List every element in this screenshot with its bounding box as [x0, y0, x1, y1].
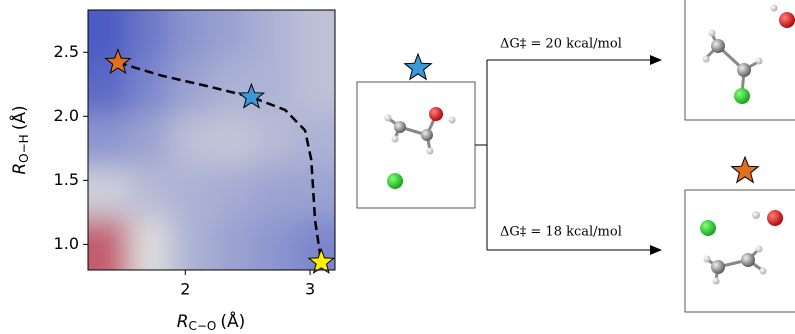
atom [387, 173, 403, 189]
atom [734, 88, 750, 104]
reaction-diagram: ΔG‡ = 20 kcal/mol ΔG‡ = 18 kcal/mol [357, 0, 795, 312]
atom [756, 58, 763, 65]
contour-cell [170, 62, 211, 114]
x-tick-label: 2 [180, 280, 190, 299]
contour-cell [129, 166, 170, 218]
atom [703, 56, 710, 63]
atom [421, 129, 433, 141]
y-tick-label: 2.5 [54, 42, 79, 61]
contour-cell [253, 166, 294, 218]
contour-cell [212, 114, 253, 166]
atom [711, 39, 725, 53]
atom [741, 253, 755, 267]
x-label-symbol: R [177, 312, 189, 332]
reactant-box [357, 82, 475, 208]
atom [756, 246, 763, 253]
barrier-label: ΔG‡ = 20 kcal/mol [500, 37, 622, 52]
y-label-subscript: O−H [17, 134, 31, 163]
x-label-subscript: C−O [189, 319, 217, 333]
barrier-label: ΔG‡ = 18 kcal/mol [500, 225, 622, 240]
contour-cell [129, 114, 170, 166]
atom [752, 211, 760, 219]
atom [737, 63, 751, 77]
contour-cell [129, 0, 170, 62]
contour-cell [170, 114, 211, 166]
y-label-symbol: R [10, 163, 30, 175]
figure: 231.01.52.02.5 RC−O(Å) RO−H(Å) ΔG‡ = 20 … [0, 0, 795, 334]
product-box [685, 190, 795, 312]
x-label-unit: (Å) [220, 310, 245, 332]
contour-cell [212, 166, 253, 218]
arrow-head [650, 55, 662, 65]
contour-cell [170, 218, 211, 310]
contour-cell [170, 0, 211, 62]
y-tick-label: 1.5 [54, 170, 79, 189]
y-tick-label: 1.0 [54, 234, 79, 253]
contour-cell [253, 0, 294, 62]
contour-cell [253, 114, 294, 166]
atom [771, 5, 778, 12]
atom [704, 256, 711, 263]
arrow-head [650, 245, 662, 255]
product-star [732, 157, 759, 182]
atom [711, 260, 725, 274]
contour-cell [294, 0, 375, 62]
atom [427, 148, 434, 155]
y-axis-label: RO−H (Å) [8, 105, 31, 174]
y-tick-label: 2.0 [54, 106, 79, 125]
contour-cell [212, 218, 253, 310]
contour-cell [253, 218, 294, 310]
contour-cell [212, 0, 253, 62]
contour-cell [129, 218, 170, 310]
reactant-star [405, 54, 432, 79]
atom [760, 268, 767, 275]
contour-cell [170, 166, 211, 218]
x-axis-label: RC−O(Å) [177, 310, 246, 333]
atom [429, 107, 443, 121]
contour-cell [48, 218, 129, 310]
contour-cell [129, 62, 170, 114]
atom [767, 210, 783, 226]
atom [713, 278, 720, 285]
atom [779, 12, 795, 28]
y-label-unit: (Å) [8, 105, 30, 130]
atom [392, 136, 399, 143]
atom [700, 220, 716, 236]
atom [385, 115, 392, 122]
x-tick-label: 3 [305, 280, 315, 299]
atom [449, 117, 456, 124]
atom [709, 30, 716, 37]
atom [394, 121, 406, 133]
